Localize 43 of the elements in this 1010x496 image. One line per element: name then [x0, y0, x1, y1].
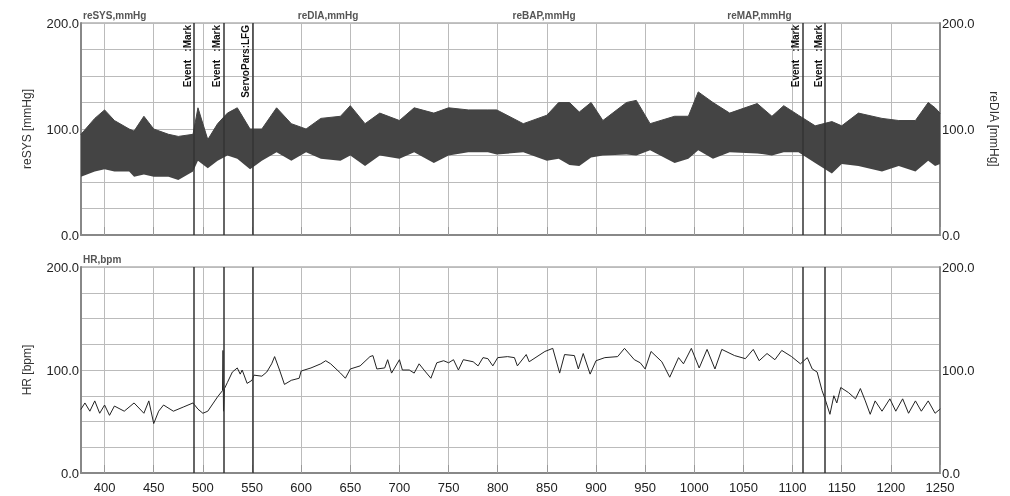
x-tick-label: 500	[192, 480, 214, 495]
ref-line-label: Event :Mark	[211, 24, 223, 88]
x-tick-label: 900	[585, 480, 607, 495]
text: reDIA,mmHg	[297, 9, 359, 21]
y-tick-label: 100.0	[46, 362, 79, 378]
y2-axis-title: reDIA [mmHg]	[987, 91, 1001, 167]
x-tick-label: 1250	[925, 480, 955, 495]
x-tick-label: 800	[486, 480, 509, 495]
y-tick-label: 0.0	[60, 465, 79, 481]
x-tick-label: 750	[437, 480, 460, 495]
y-tick-label: 0.0	[60, 227, 79, 243]
y-tick-label: 100.0	[46, 121, 79, 137]
ref-line-label: Event :Mark	[812, 24, 824, 88]
text: reMAP,mmHg	[727, 9, 792, 21]
x-tick-label: 1050	[728, 480, 758, 495]
y-tick-label: 200.0	[46, 15, 79, 31]
ref-line-label: ServoPars:LFG	[240, 24, 252, 98]
y2-tick-label: 0.0	[942, 227, 961, 243]
x-tick-label: 600	[290, 480, 313, 495]
text: HR,bpm	[83, 253, 122, 265]
y-axis-title: reSYS [mmHg]	[20, 88, 34, 170]
x-tick-label: 550	[241, 480, 263, 495]
x-tick-label: 850	[536, 480, 558, 495]
x-tick-label: 400	[93, 480, 116, 495]
x-tick-label: 950	[634, 480, 656, 495]
y-axis-title: HR [bpm]	[20, 344, 34, 396]
x-tick-label: 1100	[778, 480, 807, 495]
text: reSYS,mmHg	[83, 9, 147, 21]
y2-tick-label: 100.0	[942, 362, 975, 378]
y2-tick-label: 200.0	[942, 15, 975, 31]
x-tick-label: 1200	[876, 480, 906, 495]
text: reBAP,mmHg	[512, 9, 576, 21]
x-tick-label: 1000	[679, 480, 709, 495]
x-tick-label: 650	[339, 480, 362, 495]
x-tick-label: 450	[142, 480, 165, 495]
y2-tick-label: 200.0	[942, 259, 975, 275]
ref-line-label: Event :Mark	[181, 24, 193, 88]
ref-line-label: Event :Mark	[789, 24, 801, 88]
y-tick-label: 200.0	[46, 259, 79, 275]
x-tick-label: 1150	[827, 480, 856, 495]
x-tick-label: 700	[388, 480, 411, 495]
y2-tick-label: 0.0	[942, 465, 961, 481]
y2-tick-label: 100.0	[942, 121, 975, 137]
